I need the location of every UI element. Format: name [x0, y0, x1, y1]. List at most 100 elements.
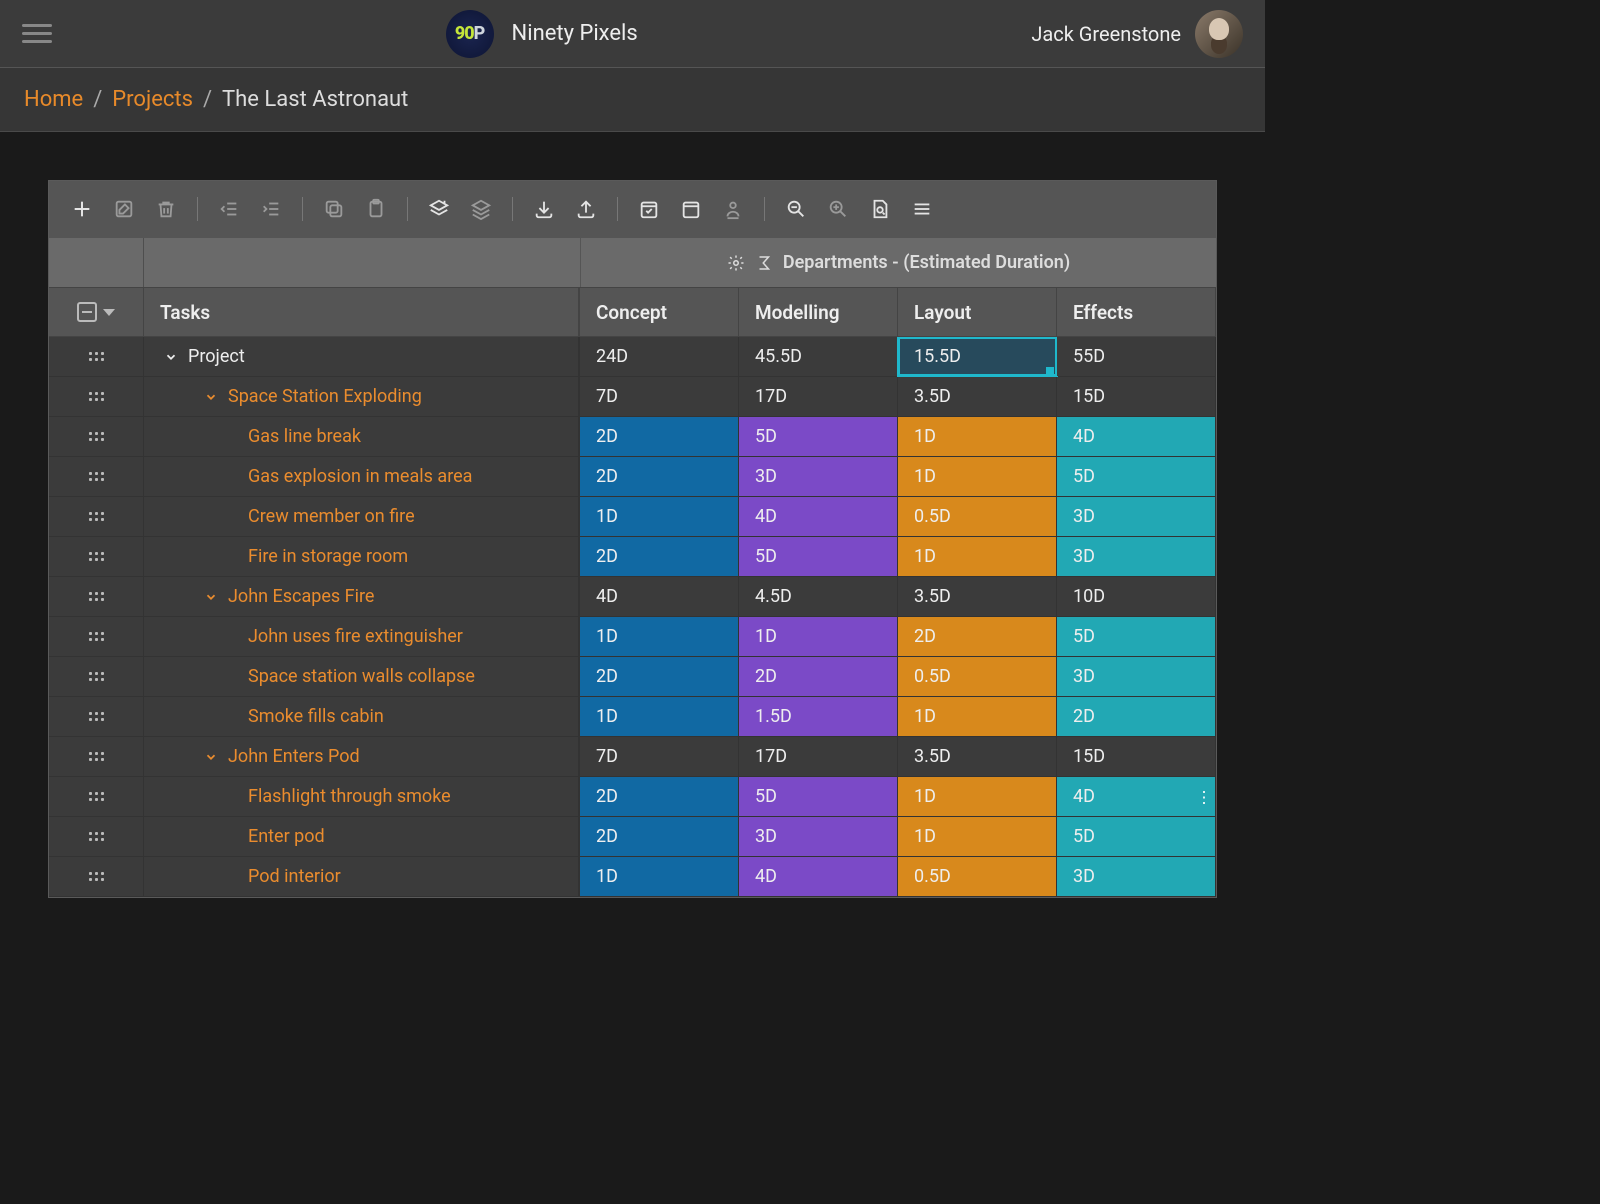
table-row[interactable]: Smoke fills cabin1D1.5D1D2D⋮	[49, 697, 1216, 737]
row-drag-handle[interactable]	[49, 737, 144, 776]
cell-concept[interactable]: 24D	[580, 337, 739, 376]
table-row[interactable]: Project24D45.5D15.5D55D⋮	[49, 337, 1216, 377]
org-logo[interactable]: 90P	[446, 10, 494, 58]
column-concept[interactable]: Concept	[580, 288, 739, 336]
task-cell[interactable]: Fire in storage room	[144, 537, 580, 576]
chevron-down-icon[interactable]	[202, 750, 220, 764]
cell-modelling[interactable]: 3D	[739, 457, 898, 496]
cell-concept[interactable]: 2D	[580, 817, 739, 856]
cell-concept[interactable]: 7D	[580, 737, 739, 776]
cell-layout[interactable]: 0.5D	[898, 657, 1057, 696]
cell-layout[interactable]: 0.5D	[898, 857, 1057, 896]
task-cell[interactable]: Enter pod	[144, 817, 580, 856]
task-cell[interactable]: John Escapes Fire	[144, 577, 580, 616]
avatar[interactable]	[1195, 10, 1243, 58]
cell-layout[interactable]: 2D	[898, 617, 1057, 656]
cell-layout[interactable]: 3.5D	[898, 737, 1057, 776]
add-button[interactable]	[63, 190, 101, 228]
cell-effects[interactable]: 5D	[1057, 457, 1216, 496]
cell-modelling[interactable]: 1.5D	[739, 697, 898, 736]
export-button[interactable]	[567, 190, 605, 228]
row-more-icon[interactable]: ⋮	[1196, 787, 1212, 806]
expand-all-toggle[interactable]	[49, 288, 144, 336]
cell-layout[interactable]: 3.5D	[898, 577, 1057, 616]
layers-button[interactable]	[462, 190, 500, 228]
breadcrumb-home[interactable]: Home	[24, 87, 83, 112]
calendar-check-button[interactable]	[630, 190, 668, 228]
cell-effects[interactable]: 4D	[1057, 777, 1216, 816]
cell-modelling[interactable]: 17D	[739, 737, 898, 776]
import-button[interactable]	[525, 190, 563, 228]
cell-effects[interactable]: 10D	[1057, 577, 1216, 616]
table-row[interactable]: John Enters Pod7D17D3.5D15D⋮	[49, 737, 1216, 777]
cell-layout[interactable]: 1D	[898, 777, 1057, 816]
row-drag-handle[interactable]	[49, 537, 144, 576]
breadcrumb-projects[interactable]: Projects	[112, 87, 193, 112]
table-row[interactable]: Gas line break2D5D1D4D⋮	[49, 417, 1216, 457]
chevron-down-icon[interactable]	[202, 390, 220, 404]
cell-effects[interactable]: 3D	[1057, 537, 1216, 576]
task-cell[interactable]: John Enters Pod	[144, 737, 580, 776]
cell-concept[interactable]: 2D	[580, 537, 739, 576]
row-drag-handle[interactable]	[49, 617, 144, 656]
table-row[interactable]: John Escapes Fire4D4.5D3.5D10D⋮	[49, 577, 1216, 617]
assign-user-button[interactable]	[714, 190, 752, 228]
table-row[interactable]: Gas explosion in meals area2D3D1D5D⋮	[49, 457, 1216, 497]
column-layout[interactable]: Layout	[898, 288, 1057, 336]
cell-modelling[interactable]: 45.5D	[739, 337, 898, 376]
cell-concept[interactable]: 1D	[580, 857, 739, 896]
task-cell[interactable]: Space station walls collapse	[144, 657, 580, 696]
row-drag-handle[interactable]	[49, 417, 144, 456]
column-modelling[interactable]: Modelling	[739, 288, 898, 336]
task-cell[interactable]: Smoke fills cabin	[144, 697, 580, 736]
cell-modelling[interactable]: 5D	[739, 537, 898, 576]
cell-layout[interactable]: 1D	[898, 817, 1057, 856]
cell-effects[interactable]: 3D	[1057, 497, 1216, 536]
cell-layout[interactable]: 1D	[898, 537, 1057, 576]
paste-button[interactable]	[357, 190, 395, 228]
delete-button[interactable]	[147, 190, 185, 228]
cell-layout[interactable]: 1D	[898, 417, 1057, 456]
table-row[interactable]: Space station walls collapse2D2D0.5D3D⋮	[49, 657, 1216, 697]
task-cell[interactable]: Flashlight through smoke	[144, 777, 580, 816]
task-cell[interactable]: John uses fire extinguisher	[144, 617, 580, 656]
chevron-down-icon[interactable]	[202, 590, 220, 604]
row-drag-handle[interactable]	[49, 337, 144, 376]
layers-add-button[interactable]	[420, 190, 458, 228]
cell-effects[interactable]: 5D	[1057, 617, 1216, 656]
outdent-button[interactable]	[210, 190, 248, 228]
table-row[interactable]: Crew member on fire1D4D0.5D3D⋮	[49, 497, 1216, 537]
row-drag-handle[interactable]	[49, 497, 144, 536]
cell-effects[interactable]: 15D	[1057, 737, 1216, 776]
cell-concept[interactable]: 2D	[580, 417, 739, 456]
table-row[interactable]: Space Station Exploding7D17D3.5D15D⋮	[49, 377, 1216, 417]
cell-modelling[interactable]: 4.5D	[739, 577, 898, 616]
cell-modelling[interactable]: 5D	[739, 417, 898, 456]
column-tasks[interactable]: Tasks	[144, 288, 580, 336]
cell-concept[interactable]: 2D	[580, 457, 739, 496]
menu-button[interactable]	[22, 19, 52, 48]
cell-effects[interactable]: 3D	[1057, 857, 1216, 896]
cell-effects[interactable]: 3D	[1057, 657, 1216, 696]
zoom-out-button[interactable]	[777, 190, 815, 228]
task-cell[interactable]: Space Station Exploding	[144, 377, 580, 416]
chevron-down-icon[interactable]	[162, 350, 180, 364]
row-drag-handle[interactable]	[49, 577, 144, 616]
cell-effects[interactable]: 4D	[1057, 417, 1216, 456]
copy-button[interactable]	[315, 190, 353, 228]
menu-lines-button[interactable]	[903, 190, 941, 228]
cell-effects[interactable]: 2D	[1057, 697, 1216, 736]
table-row[interactable]: Flashlight through smoke2D5D1D4D⋮	[49, 777, 1216, 817]
row-drag-handle[interactable]	[49, 817, 144, 856]
row-drag-handle[interactable]	[49, 457, 144, 496]
cell-layout[interactable]: 15.5D	[898, 337, 1057, 376]
cell-modelling[interactable]: 1D	[739, 617, 898, 656]
cell-concept[interactable]: 1D	[580, 617, 739, 656]
cell-modelling[interactable]: 5D	[739, 777, 898, 816]
column-effects[interactable]: Effects	[1057, 288, 1216, 336]
task-cell[interactable]: Crew member on fire	[144, 497, 580, 536]
departments-header[interactable]: Departments - (Estimated Duration)	[580, 238, 1216, 287]
table-row[interactable]: John uses fire extinguisher1D1D2D5D⋮	[49, 617, 1216, 657]
cell-layout[interactable]: 3.5D	[898, 377, 1057, 416]
cell-layout[interactable]: 0.5D	[898, 497, 1057, 536]
